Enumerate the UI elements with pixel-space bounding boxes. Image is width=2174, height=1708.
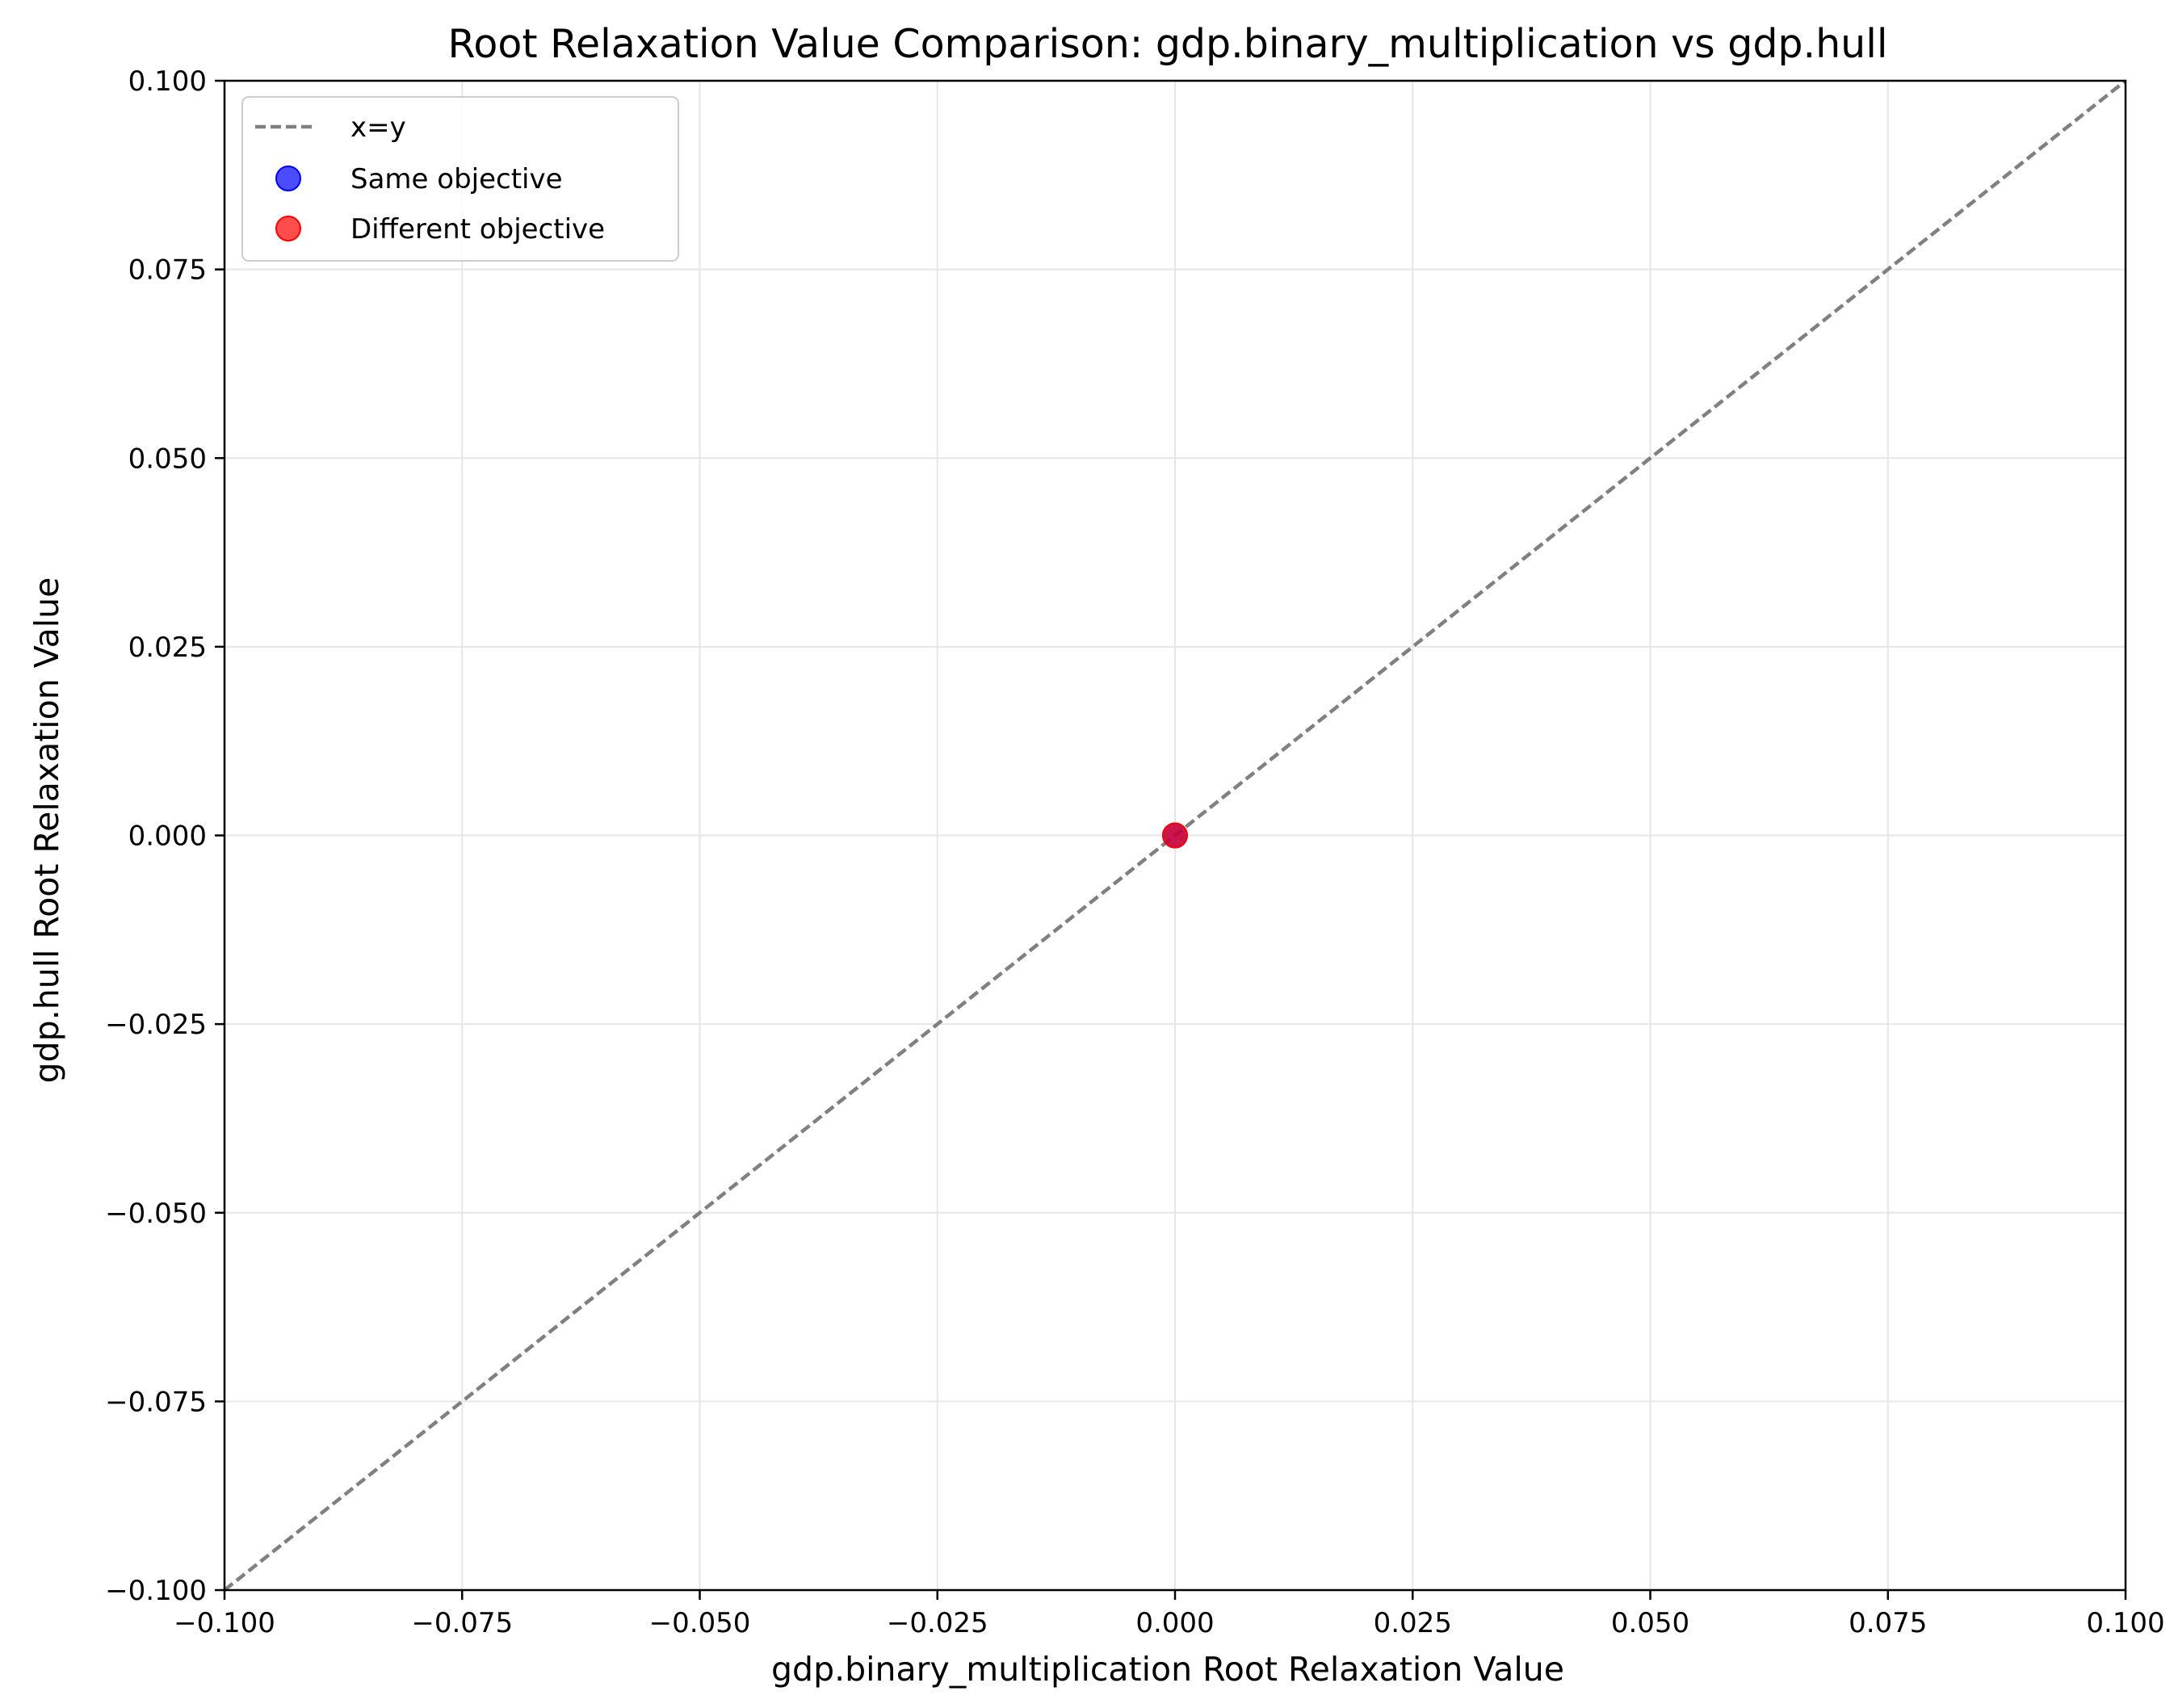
legend-label-same-objective: Same objective: [350, 163, 563, 195]
y-tick-label: −0.075: [105, 1386, 207, 1418]
x-tick-label: −0.075: [411, 1607, 513, 1639]
axis-ticks: −0.100 −0.075 −0.050 −0.025 0.000 0.025 0.050 0…: [105, 65, 2165, 1639]
y-tick-label: 0.000: [128, 820, 207, 853]
x-tick-label: 0.075: [1849, 1607, 1927, 1639]
x-tick-label: 0.050: [1611, 1607, 1689, 1639]
y-axis-label: gdp.hull Root Relaxation Value: [27, 577, 66, 1084]
legend-swatch-same-objective: [275, 166, 301, 191]
x-axis-label: gdp.binary_multiplication Root Relaxatio…: [771, 1650, 1564, 1689]
chart-title: Root Relaxation Value Comparison: gdp.bi…: [448, 21, 1888, 67]
x-tick-label: 0.100: [2086, 1607, 2164, 1639]
legend: x=y Same objective Different objective: [241, 96, 679, 262]
x-tick-label: −0.100: [174, 1607, 275, 1639]
x-tick-label: 0.025: [1374, 1607, 1452, 1639]
x-tick-label: −0.025: [887, 1607, 988, 1639]
legend-label-different-objective: Different objective: [350, 213, 605, 245]
points-layer: [1162, 822, 1188, 849]
legend-label-reference: x=y: [350, 111, 406, 144]
legend-box: [241, 96, 679, 262]
y-tick-label: −0.100: [105, 1575, 207, 1607]
y-tick-label: −0.025: [105, 1009, 207, 1041]
point-different-objective: [1162, 822, 1188, 849]
y-tick-label: 0.025: [128, 632, 207, 664]
y-tick-label: 0.050: [128, 443, 207, 475]
x-tick-label: −0.050: [649, 1607, 751, 1639]
legend-swatch-different-objective: [275, 216, 301, 241]
y-tick-label: −0.050: [105, 1198, 207, 1230]
y-tick-label: 0.100: [128, 65, 207, 98]
y-tick-label: 0.075: [128, 254, 207, 287]
x-tick-label: 0.000: [1135, 1607, 1214, 1639]
